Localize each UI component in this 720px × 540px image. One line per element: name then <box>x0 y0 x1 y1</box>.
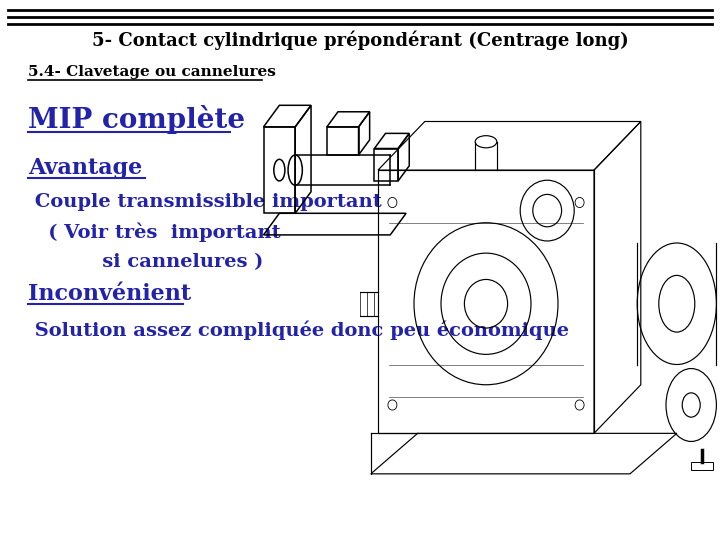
Text: Inconvénient: Inconvénient <box>28 283 191 305</box>
Text: 5.4- Clavetage ou cannelures: 5.4- Clavetage ou cannelures <box>28 65 276 79</box>
Text: ( Voir très  important: ( Voir très important <box>28 222 281 242</box>
Text: Avantage: Avantage <box>28 157 143 179</box>
Text: Solution assez compliquée donc peu économique: Solution assez compliquée donc peu écono… <box>28 320 569 340</box>
Text: si cannelures ): si cannelures ) <box>28 253 264 271</box>
Text: Couple transmissible important: Couple transmissible important <box>28 193 382 211</box>
Text: MIP complète: MIP complète <box>28 105 245 134</box>
Text: 5- Contact cylindrique prépondérant (Centrage long): 5- Contact cylindrique prépondérant (Cen… <box>91 30 629 50</box>
Polygon shape <box>691 462 713 470</box>
